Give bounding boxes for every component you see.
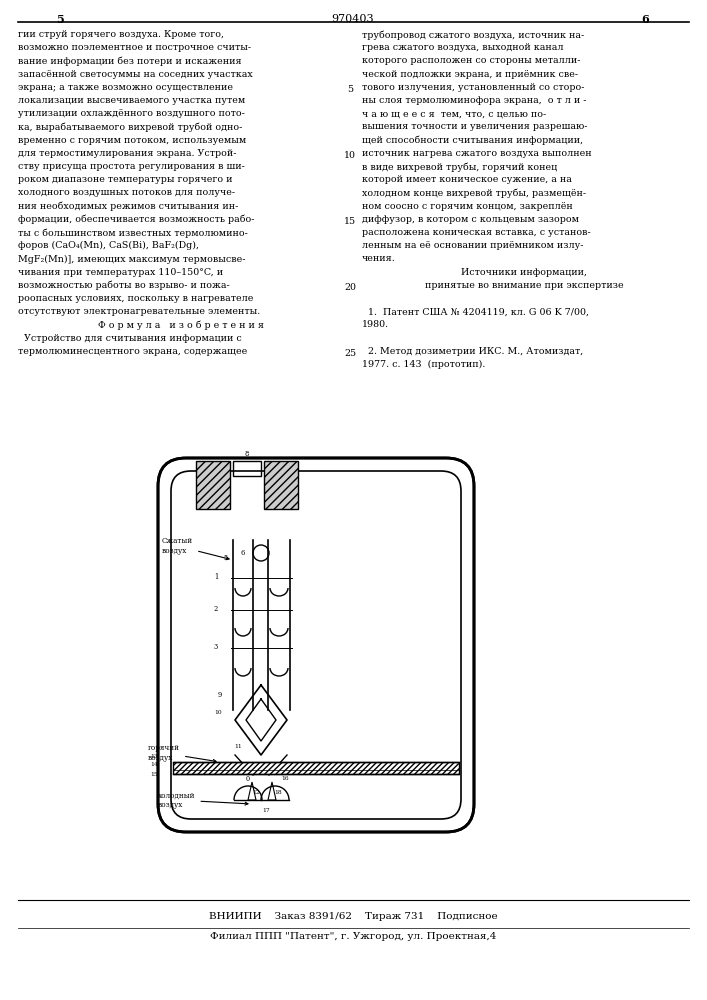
Text: для термостимулирования экрана. Устрой-: для термостимулирования экрана. Устрой- (18, 149, 237, 158)
Text: 6: 6 (641, 14, 649, 25)
Text: 1977. с. 143  (прототип).: 1977. с. 143 (прототип). (362, 360, 486, 369)
Text: вышения точности и увеличения разрешаю-: вышения точности и увеличения разрешаю- (362, 122, 588, 131)
Text: локализации высвечиваемого участка путем: локализации высвечиваемого участка путем (18, 96, 245, 105)
Text: 970403: 970403 (332, 14, 374, 24)
Text: 14: 14 (150, 762, 158, 768)
Text: щей способности считывания информации,: щей способности считывания информации, (362, 136, 583, 145)
Text: возможностью работы во взрыво- и пожа-: возможностью работы во взрыво- и пожа- (18, 281, 230, 290)
Bar (196, 461, 230, 509)
Text: запасённой светосуммы на соседних участках: запасённой светосуммы на соседних участк… (18, 70, 252, 79)
Text: термолюминесцентного экрана, содержащее: термолюминесцентного экрана, содержащее (18, 347, 247, 356)
Text: 11: 11 (234, 744, 242, 748)
Text: Устройство для считывания информации с: Устройство для считывания информации с (18, 334, 242, 343)
Text: вание информации без потери и искажения: вание информации без потери и искажения (18, 56, 242, 66)
Text: форов (CaO₄(Mn), CaS(Bi), BaF₂(Dg),: форов (CaO₄(Mn), CaS(Bi), BaF₂(Dg), (18, 241, 199, 250)
Text: 16: 16 (281, 776, 289, 782)
Text: 18: 18 (274, 790, 282, 796)
Text: тового излучения, установленный со сторо-: тового излучения, установленный со сторо… (362, 83, 585, 92)
Text: Ф о р м у л а   и з о б р е т е н и я: Ф о р м у л а и з о б р е т е н и я (98, 320, 264, 330)
Text: расположена коническая вставка, с установ-: расположена коническая вставка, с устано… (362, 228, 591, 237)
Text: ны слоя термолюминофора экрана,  о т л и -: ны слоя термолюминофора экрана, о т л и … (362, 96, 587, 105)
Text: 17: 17 (262, 808, 270, 812)
Text: 2: 2 (214, 605, 218, 613)
Text: принятые во внимание при экспертизе: принятые во внимание при экспертизе (425, 281, 624, 290)
Text: роком диапазоне температуры горячего и: роком диапазоне температуры горячего и (18, 175, 233, 184)
Text: Сжатый
воздух: Сжатый воздух (162, 537, 229, 560)
Text: чивания при температурах 110–150°C, и: чивания при температурах 110–150°C, и (18, 268, 223, 277)
Text: 9: 9 (218, 691, 222, 699)
FancyBboxPatch shape (158, 458, 474, 832)
Text: 1: 1 (214, 573, 218, 581)
Text: 1980.: 1980. (362, 320, 389, 329)
Text: 1.  Патент США № 4204119, кл. G 06 K 7/00,: 1. Патент США № 4204119, кл. G 06 K 7/00… (362, 307, 589, 316)
Text: 3: 3 (214, 643, 218, 651)
Text: ческой подложки экрана, и приёмник све-: ческой подложки экрана, и приёмник све- (362, 70, 578, 79)
Text: 5: 5 (56, 14, 64, 25)
Text: ВНИИПИ    Заказ 8391/62    Тираж 731    Подписное: ВНИИПИ Заказ 8391/62 Тираж 731 Подписное (209, 912, 497, 921)
Text: 5: 5 (224, 554, 228, 562)
Text: Источники информации,: Источники информации, (461, 268, 587, 277)
Text: чения.: чения. (362, 254, 396, 263)
Text: диффузор, в котором с кольцевым зазором: диффузор, в котором с кольцевым зазором (362, 215, 579, 224)
Text: экрана; а также возможно осуществление: экрана; а также возможно осуществление (18, 83, 233, 92)
Text: 2. Метод дозиметрии ИКС. М., Атомиздат,: 2. Метод дозиметрии ИКС. М., Атомиздат, (362, 347, 583, 356)
Text: холодном конце вихревой трубы, размещён-: холодном конце вихревой трубы, размещён- (362, 188, 586, 198)
Bar (233, 461, 261, 476)
Bar (173, 762, 459, 774)
Text: ч а ю щ е е с я  тем, что, с целью по-: ч а ю щ е е с я тем, что, с целью по- (362, 109, 547, 118)
Text: 15: 15 (344, 217, 356, 226)
Text: отсутствуют электронагревательные элементы.: отсутствуют электронагревательные элемен… (18, 307, 260, 316)
Text: ния необходимых режимов считывания ин-: ния необходимых режимов считывания ин- (18, 202, 238, 211)
Text: временно с горячим потоком, используемым: временно с горячим потоком, используемым (18, 136, 246, 145)
Text: холодный
воздух: холодный воздух (158, 791, 248, 809)
Text: 8: 8 (245, 450, 249, 458)
Text: 20: 20 (344, 283, 356, 292)
Text: трубопровод сжатого воздуха, источник на-: трубопровод сжатого воздуха, источник на… (362, 30, 584, 39)
Text: MgF₂(Mn)], имеющих максимум термовысве-: MgF₂(Mn)], имеющих максимум термовысве- (18, 254, 245, 264)
Text: Филиал ППП "Патент", г. Ужгород, ул. Проектная,4: Филиал ППП "Патент", г. Ужгород, ул. Про… (210, 932, 496, 941)
Text: ству присуща простота регулирования в ши-: ству присуща простота регулирования в ши… (18, 162, 245, 171)
Text: ном соосно с горячим концом, закреплён: ном соосно с горячим концом, закреплён (362, 202, 573, 211)
Text: 15: 15 (150, 772, 158, 776)
Text: 0: 0 (246, 775, 250, 783)
Text: источник нагрева сжатого воздуха выполнен: источник нагрева сжатого воздуха выполне… (362, 149, 592, 158)
Text: 4: 4 (205, 476, 209, 484)
Text: ленным на её основании приёмником излу-: ленным на её основании приёмником излу- (362, 241, 583, 250)
Text: 10: 10 (344, 151, 356, 160)
Text: гии струй горячего воздуха. Кроме того,: гии струй горячего воздуха. Кроме того, (18, 30, 224, 39)
Text: ка, вырабатываемого вихревой трубой одно-: ка, вырабатываемого вихревой трубой одно… (18, 122, 243, 132)
Text: горячий
воздух: горячий воздух (148, 744, 216, 762)
Text: 5: 5 (347, 85, 353, 94)
Bar (264, 461, 298, 509)
Text: 6: 6 (241, 549, 245, 557)
Text: роопасных условиях, поскольку в нагревателе: роопасных условиях, поскольку в нагреват… (18, 294, 253, 303)
Text: утилизации охлаждённого воздушного пото-: утилизации охлаждённого воздушного пото- (18, 109, 245, 118)
Text: 7: 7 (222, 461, 226, 469)
Text: в виде вихревой трубы, горячий конец: в виде вихревой трубы, горячий конец (362, 162, 557, 172)
Text: 13: 13 (150, 754, 158, 760)
Text: 12: 12 (252, 790, 259, 796)
Text: ты с большинством известных термолюмино-: ты с большинством известных термолюмино- (18, 228, 248, 237)
Text: 25: 25 (344, 349, 356, 358)
Text: возможно поэлементное и построчное считы-: возможно поэлементное и построчное считы… (18, 43, 251, 52)
Text: холодного воздушных потоков для получе-: холодного воздушных потоков для получе- (18, 188, 235, 197)
Text: формации, обеспечивается возможность рабо-: формации, обеспечивается возможность раб… (18, 215, 255, 224)
Text: грева сжатого воздуха, выходной канал: грева сжатого воздуха, выходной канал (362, 43, 563, 52)
Text: которой имеет коническое сужение, а на: которой имеет коническое сужение, а на (362, 175, 572, 184)
Text: 10: 10 (214, 710, 222, 716)
Text: которого расположен со стороны металли-: которого расположен со стороны металли- (362, 56, 580, 65)
